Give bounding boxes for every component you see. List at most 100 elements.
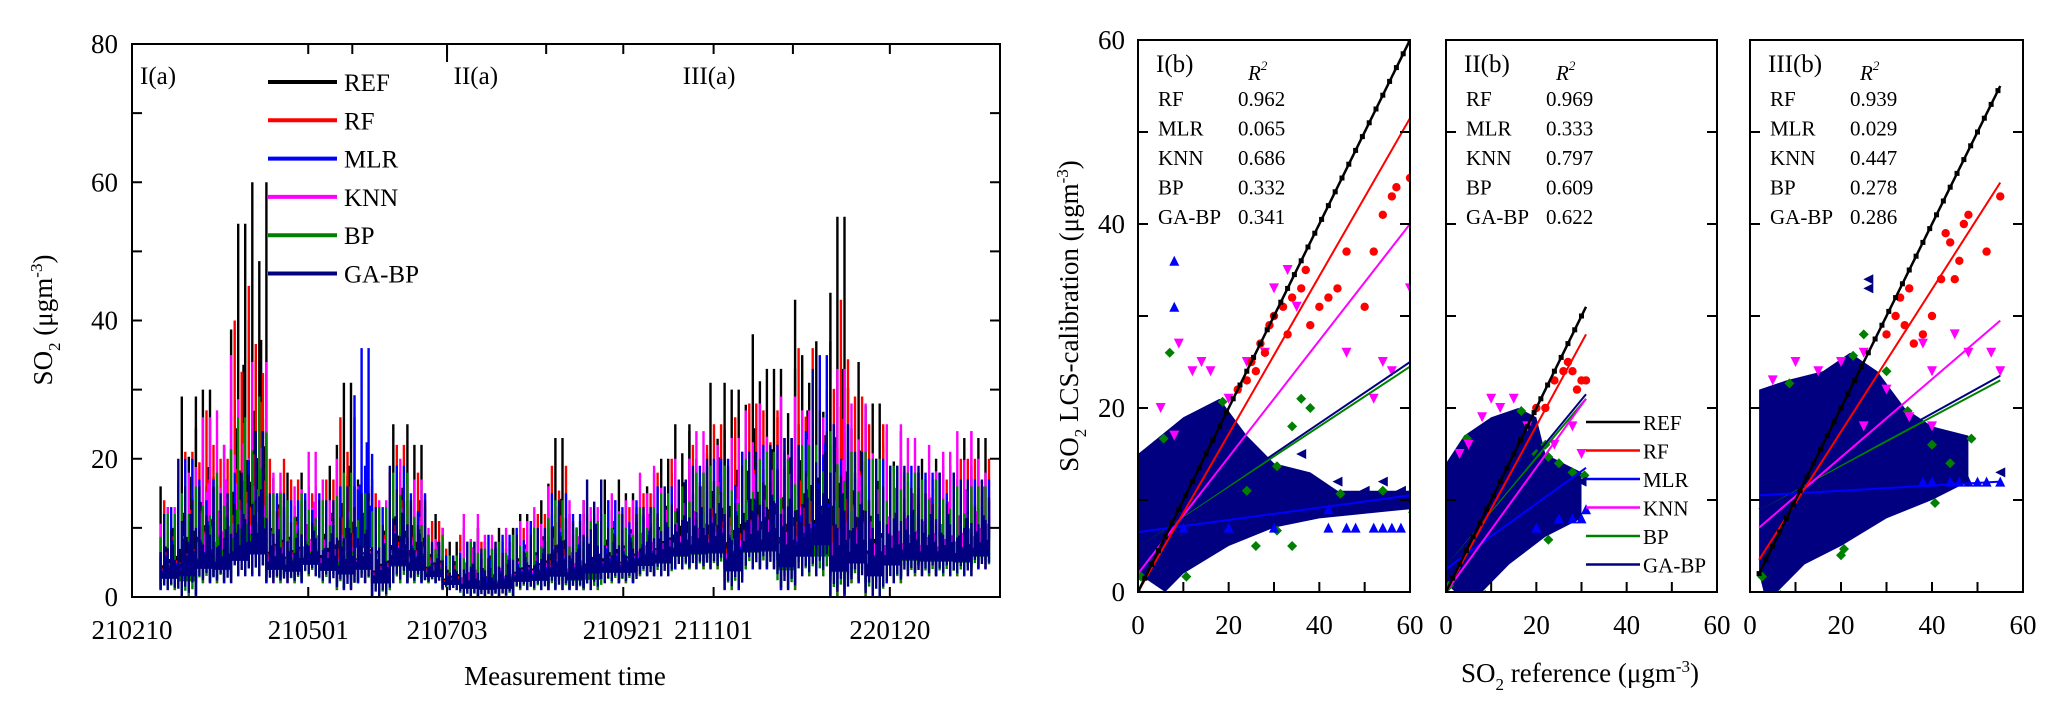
time-series-chart: 0 20 40 60 80 210210 210501 210703 210921 211101 2…: [27, 29, 1001, 691]
ref-marker: [1359, 134, 1365, 140]
point-bp: [1250, 541, 1261, 551]
point-rf: [1360, 302, 1369, 311]
ref-marker: [1511, 451, 1517, 457]
r2-header: R2: [1247, 58, 1268, 85]
series-ga-bp-bin: [793, 444, 814, 577]
ref-marker: [1400, 51, 1406, 57]
point-bp: [1287, 541, 1298, 551]
ga-bp-point-cloud: [1759, 352, 1969, 592]
series-ga-bp-bin: [177, 458, 198, 597]
series-group: [159, 182, 991, 597]
ref-marker: [1346, 161, 1352, 167]
point-rf: [1378, 210, 1388, 219]
point-knn: [1836, 357, 1846, 367]
x-tick-label: 60: [1397, 610, 1424, 640]
point-mlr: [1576, 513, 1587, 524]
r2-value: 0.065: [1238, 117, 1285, 141]
ref-marker: [1312, 230, 1318, 236]
series-ga-bp-bin: [811, 368, 832, 577]
x-tick-label: 220120: [849, 615, 930, 645]
point-rf: [1260, 348, 1270, 357]
point-ga-bp: [1863, 274, 1874, 285]
point-mlr: [1917, 476, 1928, 487]
point-knn: [1477, 412, 1488, 423]
ref-marker: [1531, 410, 1537, 416]
r2-value: 0.797: [1546, 146, 1593, 170]
series-ga-bp-bin: [652, 486, 673, 577]
legend-label: BP: [344, 223, 375, 250]
x-tick-label: 210703: [407, 615, 488, 645]
ref-marker: [1790, 502, 1796, 508]
y-tick-label: 60: [91, 167, 118, 197]
point-ga-bp: [1863, 283, 1874, 294]
ref-marker: [1995, 88, 2001, 94]
period-label: I(a): [140, 63, 176, 90]
ref-marker: [1450, 575, 1456, 581]
point-bp: [1181, 571, 1192, 582]
point-rf: [1392, 183, 1401, 192]
point-rf: [1568, 367, 1577, 376]
x-tick-label: 20: [1828, 610, 1855, 640]
ref-marker: [1879, 322, 1885, 328]
series-ga-bp-bin: [547, 500, 568, 591]
ref-marker: [1457, 561, 1463, 567]
ref-marker: [1446, 589, 1449, 592]
fit-line-rf: [1758, 182, 2002, 561]
point-knn: [1205, 366, 1216, 377]
ref-marker: [1558, 354, 1564, 360]
point-bp: [1335, 488, 1346, 499]
x-tick-label: 60: [2010, 610, 2037, 640]
ref-marker: [1934, 212, 1940, 218]
legend-label: REF: [1643, 411, 1682, 435]
series-ga-bp-bin: [723, 465, 744, 591]
x-tick-label: 0: [1439, 610, 1453, 640]
x-tick-label: 210501: [268, 615, 349, 645]
ref-marker: [1783, 515, 1789, 521]
ref-marker: [1176, 506, 1182, 512]
series-ga-bp-bin: [670, 479, 691, 570]
r2-value: 0.609: [1546, 176, 1593, 200]
series-ga-bp-bin: [353, 493, 374, 584]
series-ga-bp-bin: [494, 541, 515, 597]
point-rf: [1306, 321, 1315, 330]
ref-marker: [1524, 423, 1530, 429]
legend-label: KNN: [344, 185, 398, 212]
point-ga-bp: [1995, 467, 2006, 478]
r2-value: 0.286: [1850, 205, 1897, 229]
series-ga-bp-bin: [864, 458, 885, 597]
x-axis-label: SO2 reference (μgm-3): [1461, 657, 1699, 694]
ref-marker: [1477, 520, 1483, 526]
series-ga-bp-bin: [423, 541, 444, 584]
point-mlr: [1531, 522, 1542, 533]
r2-model: GA-BP: [1158, 205, 1221, 229]
r2-header-sup: 2: [1261, 58, 1268, 73]
series-ga-bp-bin: [318, 500, 339, 584]
r2-model: RF: [1466, 87, 1492, 111]
y-label-part: 2: [45, 342, 64, 351]
point-ga-bp: [1567, 485, 1578, 496]
point-bp: [1305, 403, 1316, 413]
series-ga-bp-bin: [705, 458, 726, 570]
r2-header-r: R: [1859, 61, 1873, 85]
point-knn: [1858, 421, 1869, 432]
point-ga-bp: [1395, 485, 1406, 496]
ref-marker: [1518, 437, 1524, 443]
ref-marker: [1954, 170, 1960, 176]
point-rf: [1959, 219, 1969, 229]
x-tick-label: 40: [1613, 610, 1640, 640]
point-rf: [1324, 293, 1333, 302]
point-bp: [1784, 378, 1795, 389]
x-tick-label: 60: [1704, 610, 1731, 640]
ref-marker: [1251, 354, 1257, 360]
point-bp: [1858, 329, 1869, 340]
fit-line-knn: [1446, 398, 1587, 592]
point-knn: [1463, 439, 1474, 450]
ref-marker: [1484, 506, 1490, 512]
r2-model: KNN: [1770, 146, 1816, 170]
ref-marker: [1339, 175, 1345, 181]
point-knn: [1904, 412, 1915, 423]
point-mlr: [1395, 522, 1406, 533]
ref-marker: [1497, 479, 1503, 485]
ref-marker: [1756, 571, 1762, 577]
